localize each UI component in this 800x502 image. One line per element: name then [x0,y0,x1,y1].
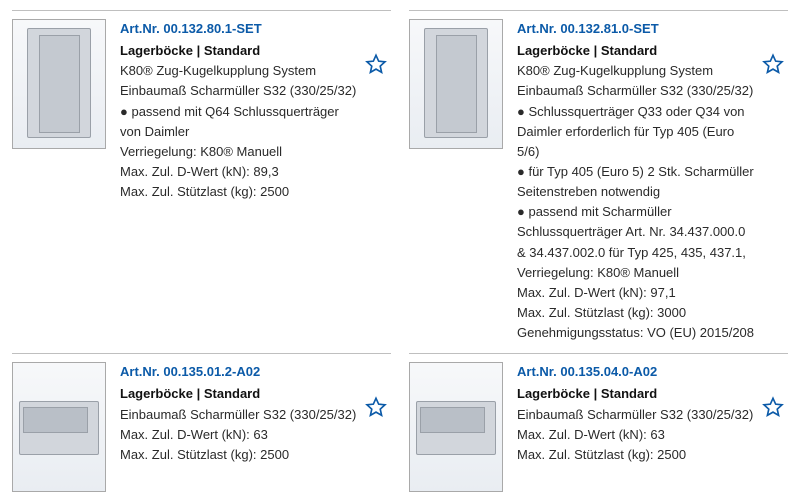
product-spec-line: ● für Typ 405 (Euro 5) 2 Stk. Scharmülle… [517,162,756,202]
product-spec-line: Verriegelung: K80® Manuell [517,263,756,283]
product-thumbnail[interactable] [12,19,106,149]
product-thumbnail[interactable] [409,19,503,149]
product-title: Lagerböcke | Standard [120,384,359,404]
product-content: Art.Nr. 00.135.01.2-A02 Lagerböcke | Stan… [120,362,391,492]
product-spec-line: Max. Zul. D-Wert (kN): 63 [517,425,756,445]
product-spec-line: Verriegelung: K80® Manuell [120,142,359,162]
product-spec-line: Max. Zul. D-Wert (kN): 63 [120,425,359,445]
product-card: Art.Nr. 00.135.01.2-A02 Lagerböcke | Stan… [12,353,391,492]
product-grid: Art.Nr. 00.132.80.1-SET Lagerböcke | Stan… [12,10,788,492]
product-spec-line: Max. Zul. Stützlast (kg): 2500 [120,182,359,202]
favorite-star-icon[interactable] [762,53,784,75]
product-content: Art.Nr. 00.132.81.0-SET Lagerböcke | Stan… [517,19,788,343]
product-spec-line: Max. Zul. D-Wert (kN): 97,1 [517,283,756,303]
product-spec-line: Einbaumaß Scharmüller S32 (330/25/32) [120,405,359,425]
product-spec-line: ● passend mit Q64 Schlussquerträger von … [120,102,359,142]
product-thumbnail[interactable] [409,362,503,492]
article-number-link[interactable]: Art.Nr. 00.135.01.2-A02 [120,364,260,379]
product-spec-line: Max. Zul. Stützlast (kg): 3000 [517,303,756,323]
product-spec-line: Einbaumaß Scharmüller S32 (330/25/32) [120,81,359,101]
product-spec-line: ● Schlussquerträger Q33 oder Q34 von Dai… [517,102,756,162]
product-spec-line: Max. Zul. D-Wert (kN): 89,3 [120,162,359,182]
product-spec-line: Einbaumaß Scharmüller S32 (330/25/32) [517,81,756,101]
product-spec-line: Einbaumaß Scharmüller S32 (330/25/32) [517,405,756,425]
product-title: Lagerböcke | Standard [120,41,359,61]
favorite-star-icon[interactable] [365,53,387,75]
article-number-link[interactable]: Art.Nr. 00.132.80.1-SET [120,21,262,36]
product-spec-line: K80® Zug-Kugelkupplung System [517,61,756,81]
product-title: Lagerböcke | Standard [517,384,756,404]
favorite-star-icon[interactable] [365,396,387,418]
product-spec-line: K80® Zug-Kugelkupplung System [120,61,359,81]
product-card: Art.Nr. 00.132.81.0-SET Lagerböcke | Stan… [409,10,788,343]
product-title: Lagerböcke | Standard [517,41,756,61]
product-content: Art.Nr. 00.132.80.1-SET Lagerböcke | Stan… [120,19,391,343]
article-number-link[interactable]: Art.Nr. 00.135.04.0-A02 [517,364,657,379]
product-content: Art.Nr. 00.135.04.0-A02 Lagerböcke | Stan… [517,362,788,492]
product-card: Art.Nr. 00.135.04.0-A02 Lagerböcke | Stan… [409,353,788,492]
product-card: Art.Nr. 00.132.80.1-SET Lagerböcke | Stan… [12,10,391,343]
product-thumbnail[interactable] [12,362,106,492]
product-spec-line: Max. Zul. Stützlast (kg): 2500 [120,445,359,465]
favorite-star-icon[interactable] [762,396,784,418]
article-number-link[interactable]: Art.Nr. 00.132.81.0-SET [517,21,659,36]
product-spec-line: Max. Zul. Stützlast (kg): 2500 [517,445,756,465]
product-spec-line: ● passend mit Scharmüller Schlussquerträ… [517,202,756,262]
product-spec-line: Genehmigungsstatus: VO (EU) 2015/208 [517,323,756,343]
